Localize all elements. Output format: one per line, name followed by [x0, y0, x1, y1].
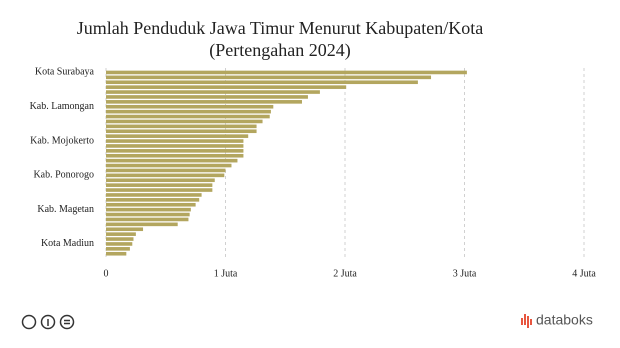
- bar: [106, 168, 226, 173]
- bar: [106, 178, 215, 183]
- bar: [106, 251, 127, 256]
- bar: [106, 193, 202, 197]
- y-tick-label: Kab. Mojokerto: [30, 135, 94, 146]
- bar: [106, 75, 432, 80]
- bar: [106, 114, 270, 119]
- y-tick-label: Kab. Lamongan: [30, 101, 94, 112]
- license-icons: [21, 314, 75, 330]
- bar: [106, 163, 232, 168]
- bar: [106, 222, 178, 227]
- bar: [106, 119, 263, 124]
- y-tick-label: Kab. Magetan: [37, 204, 94, 215]
- y-tick-label: Kab. Ponorogo: [33, 170, 94, 181]
- bar: [106, 242, 133, 246]
- bar: [106, 212, 190, 217]
- x-tick-label: 1 Juta: [214, 268, 238, 279]
- bar: [106, 207, 191, 212]
- bar: [106, 158, 238, 163]
- y-tick-label: Kota Surabaya: [35, 67, 95, 78]
- bar: [106, 80, 418, 85]
- x-tick-label: 2 Juta: [333, 268, 357, 279]
- bar: [106, 90, 320, 94]
- chart-subtitle: (Pertengahan 2024): [209, 40, 350, 61]
- bar: [106, 188, 213, 192]
- x-tick-label: 0: [104, 268, 109, 279]
- bar: [106, 124, 257, 129]
- bar: [106, 232, 136, 236]
- bar: [106, 139, 244, 143]
- bar: [106, 149, 244, 153]
- bar: [106, 104, 274, 109]
- chart-title: Jumlah Penduduk Jawa Timur Menurut Kabup…: [77, 18, 483, 38]
- brand: databoks: [536, 312, 593, 328]
- bar: [106, 173, 225, 178]
- bar: [106, 144, 244, 148]
- y-tick-label: Kota Madiun: [41, 238, 94, 249]
- bar: [106, 202, 196, 207]
- bar: [106, 217, 189, 222]
- x-tick-label: 3 Juta: [453, 268, 477, 279]
- bar: [106, 109, 271, 114]
- bar: [106, 247, 130, 251]
- bar: [106, 100, 302, 104]
- bar: [106, 129, 257, 134]
- bar: [106, 227, 144, 232]
- bar: [106, 134, 249, 138]
- bar: [106, 85, 347, 89]
- x-tick-label: 4 Juta: [572, 268, 596, 279]
- brand-logo: [521, 314, 532, 328]
- bar: [106, 237, 134, 241]
- bar: [106, 70, 467, 75]
- bar: [106, 198, 200, 202]
- bar: [106, 153, 244, 158]
- bar: [106, 95, 308, 99]
- bar: [106, 183, 213, 187]
